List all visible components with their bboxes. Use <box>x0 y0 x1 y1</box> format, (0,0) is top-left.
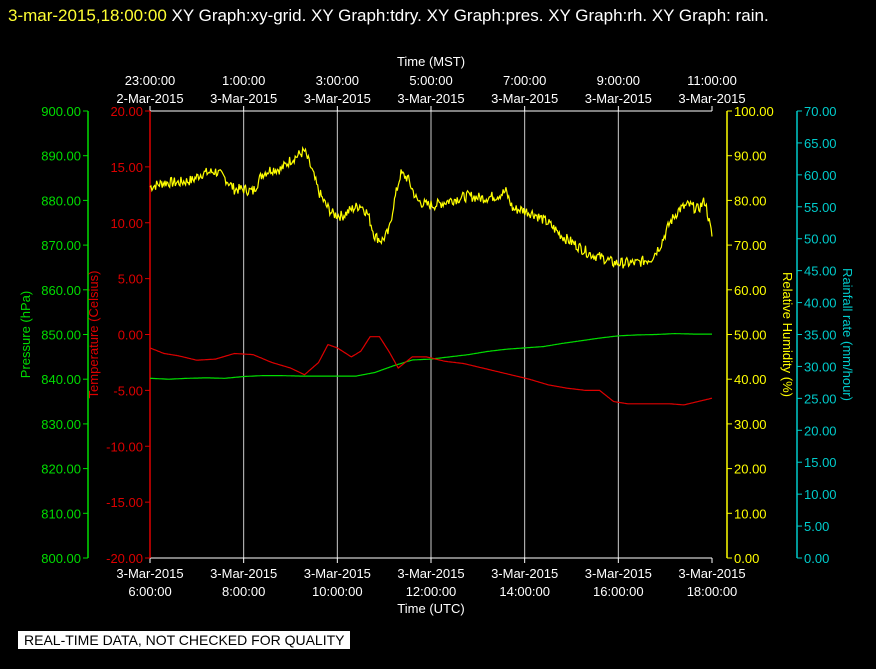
temperature-tick-label: -10.00 <box>106 439 143 454</box>
pressure-tick-label: 870.00 <box>41 238 81 253</box>
humidity-tick-label: 20.00 <box>734 462 767 477</box>
x-top-tick-time: 11:00:00 <box>687 73 737 88</box>
x-bottom-axis-label: Time (UTC) <box>397 601 464 616</box>
grid-lines <box>243 111 619 558</box>
axes <box>83 106 802 563</box>
rain-axis-label: Rainfall rate (mm/hour) <box>840 268 855 401</box>
humidity-tick-label: 50.00 <box>734 328 767 343</box>
x-top-tick-time: 7:00:00 <box>503 73 546 88</box>
temperature-tick-label: 5.00 <box>118 272 143 287</box>
x-top-tick-date: 3-Mar-2015 <box>491 91 558 106</box>
x-top-tick-time: 23:00:00 <box>125 73 176 88</box>
pressure-tick-label: 840.00 <box>41 372 81 387</box>
rain-tick-label: 20.00 <box>804 423 837 438</box>
temperature-series-line <box>149 336 713 406</box>
rain-tick-label: 35.00 <box>804 328 837 343</box>
x-bottom-tick-time: 10:00:00 <box>312 584 363 599</box>
temperature-tick-label: 20.00 <box>110 104 143 119</box>
rain-tick-label: 50.00 <box>804 232 837 247</box>
temperature-tick-label: 0.00 <box>118 328 143 343</box>
x-bottom-tick-date: 3-Mar-2015 <box>585 566 652 581</box>
pressure-tick-label: 860.00 <box>41 283 81 298</box>
temperature-tick-label: -20.00 <box>106 551 143 566</box>
x-bottom-tick-time: 18:00:00 <box>687 584 738 599</box>
humidity-tick-label: 80.00 <box>734 193 767 208</box>
x-top-tick-date: 3-Mar-2015 <box>397 91 464 106</box>
x-top-tick-date: 3-Mar-2015 <box>585 91 652 106</box>
pressure-tick-label: 810.00 <box>41 506 81 521</box>
x-bottom-tick-time: 6:00:00 <box>128 584 171 599</box>
rain-tick-label: 60.00 <box>804 168 837 183</box>
x-top-tick-date: 2-Mar-2015 <box>116 91 183 106</box>
x-bottom-tick-date: 3-Mar-2015 <box>210 566 277 581</box>
x-top-tick-date: 3-Mar-2015 <box>210 91 277 106</box>
humidity-tick-label: 100.00 <box>734 104 774 119</box>
rain-tick-label: 25.00 <box>804 391 837 406</box>
humidity-tick-label: 90.00 <box>734 149 767 164</box>
x-bottom-tick-time: 8:00:00 <box>222 584 265 599</box>
x-bottom-tick-time: 16:00:00 <box>593 584 644 599</box>
pressure-tick-label: 850.00 <box>41 328 81 343</box>
pressure-axis-label: Pressure (hPa) <box>18 291 33 378</box>
rain-tick-label: 5.00 <box>804 519 829 534</box>
x-bottom-tick-time: 12:00:00 <box>406 584 457 599</box>
rain-tick-label: 70.00 <box>804 104 837 119</box>
x-top-tick-time: 1:00:00 <box>222 73 265 88</box>
rain-tick-label: 45.00 <box>804 264 837 279</box>
pressure-tick-label: 820.00 <box>41 462 81 477</box>
temperature-tick-label: -15.00 <box>106 495 143 510</box>
humidity-axis-label: Relative Humidity (%) <box>780 272 795 397</box>
rain-tick-label: 40.00 <box>804 296 837 311</box>
humidity-tick-label: 70.00 <box>734 238 767 253</box>
pressure-tick-label: 830.00 <box>41 417 81 432</box>
x-bottom-tick-date: 3-Mar-2015 <box>397 566 464 581</box>
rain-tick-label: 65.00 <box>804 136 837 151</box>
x-bottom-tick-time: 14:00:00 <box>499 584 550 599</box>
x-top-tick-time: 9:00:00 <box>597 73 640 88</box>
x-top-tick-date: 3-Mar-2015 <box>304 91 371 106</box>
x-bottom-tick-date: 3-Mar-2015 <box>678 566 745 581</box>
rain-tick-label: 0.00 <box>804 551 829 566</box>
graph-title: 3-mar-2015,18:00:00 XY Graph:xy-grid. XY… <box>8 2 868 29</box>
rain-tick-label: 55.00 <box>804 200 837 215</box>
rain-tick-label: 10.00 <box>804 487 837 502</box>
humidity-series-line <box>149 145 713 269</box>
pressure-tick-label: 890.00 <box>41 149 81 164</box>
pressure-tick-label: 800.00 <box>41 551 81 566</box>
humidity-tick-label: 0.00 <box>734 551 759 566</box>
rain-tick-label: 30.00 <box>804 359 837 374</box>
series-lines <box>149 145 713 406</box>
temperature-tick-label: -5.00 <box>113 383 143 398</box>
rain-tick-label: 15.00 <box>804 455 837 470</box>
axis-text: 3-Mar-2015 6:00:00 3-Mar-2015 8:00:00 3-Mar-… <box>18 54 855 616</box>
temperature-axis-label: Temperature (Celsius) <box>86 271 101 399</box>
pressure-tick-label: 880.00 <box>41 193 81 208</box>
humidity-tick-label: 10.00 <box>734 506 767 521</box>
x-top-tick-time: 5:00:00 <box>409 73 452 88</box>
x-bottom-tick-date: 3-Mar-2015 <box>304 566 371 581</box>
humidity-tick-label: 60.00 <box>734 283 767 298</box>
temperature-tick-label: 15.00 <box>110 160 143 175</box>
x-bottom-tick-date: 3-Mar-2015 <box>116 566 183 581</box>
quality-notice: REAL-TIME DATA, NOT CHECKED FOR QUALITY <box>18 631 351 649</box>
pressure-tick-label: 900.00 <box>41 104 81 119</box>
x-top-tick-date: 3-Mar-2015 <box>678 91 745 106</box>
x-bottom-tick-date: 3-Mar-2015 <box>491 566 558 581</box>
temperature-tick-label: 10.00 <box>110 216 143 231</box>
title-timestamp: 3-mar-2015,18:00:00 <box>8 6 167 25</box>
x-top-tick-time: 3:00:00 <box>316 73 359 88</box>
title-graph-list: XY Graph:xy-grid. XY Graph:tdry. XY Grap… <box>166 6 769 25</box>
pressure-series-line <box>149 333 712 380</box>
humidity-tick-label: 30.00 <box>734 417 767 432</box>
x-top-axis-label: Time (MST) <box>397 54 465 69</box>
humidity-tick-label: 40.00 <box>734 372 767 387</box>
